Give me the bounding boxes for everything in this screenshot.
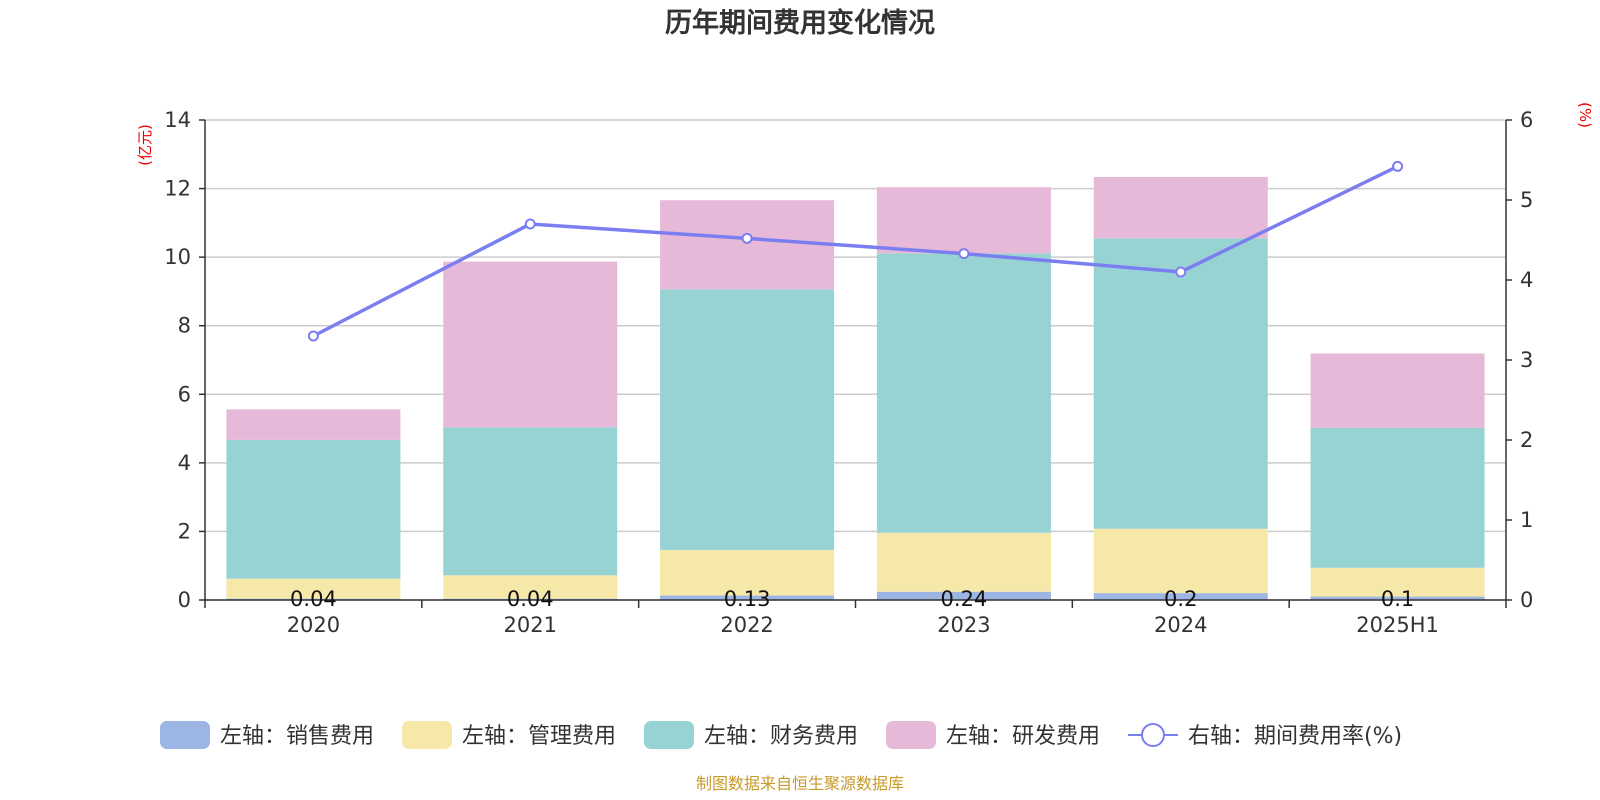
legend-label: 右轴：期间费用率(%)	[1188, 724, 1402, 749]
series-point	[741, 232, 753, 244]
bar-segment	[1093, 528, 1268, 594]
legend-swatch	[644, 721, 694, 749]
data-label: 0.2	[1164, 587, 1197, 611]
x-axis-tick-label: 2024	[1154, 613, 1207, 637]
data-label: 0.04	[290, 587, 337, 611]
line-layer	[307, 160, 1404, 342]
right-axis-tick-label: 6	[1520, 108, 1533, 132]
left-axis-unit: (亿元)	[136, 124, 154, 166]
left-axis-tick-label: 12	[164, 177, 191, 201]
bar-segment	[660, 200, 835, 290]
x-axis-tick-label: 2020	[287, 613, 340, 637]
left-axis-tick-label: 14	[164, 108, 191, 132]
data-label: 0.13	[724, 587, 771, 611]
data-label: 0.24	[941, 587, 988, 611]
x-axis-tick-label: 2023	[937, 613, 990, 637]
bar-segment	[660, 289, 835, 550]
left-axis-tick-label: 6	[178, 382, 191, 406]
legend-label: 左轴：管理费用	[462, 724, 616, 749]
bar-segment	[1310, 567, 1485, 597]
legend-label: 左轴：财务费用	[704, 724, 858, 749]
bar-segment	[660, 549, 835, 596]
legend-swatch	[402, 721, 452, 749]
bar-layer	[226, 176, 1485, 600]
left-axis-tick-label: 4	[178, 451, 191, 475]
bar-segment	[443, 575, 618, 599]
series-point	[307, 330, 319, 342]
bar-segment	[876, 253, 1051, 533]
x-axis-tick-label: 2022	[720, 613, 773, 637]
series-point	[1392, 160, 1404, 172]
legend-swatch	[160, 721, 210, 749]
right-axis-tick-label: 2	[1520, 428, 1533, 452]
series-point	[958, 248, 970, 260]
bar-segment	[876, 591, 1051, 600]
bar-segment	[1093, 238, 1268, 529]
bar-segment	[660, 595, 835, 600]
legend-label: 左轴：销售费用	[220, 724, 374, 749]
right-axis-tick-label: 1	[1520, 508, 1533, 532]
bar-segment	[226, 439, 401, 579]
bar-segment	[876, 532, 1051, 592]
bar-segment	[876, 187, 1051, 254]
series-line	[312, 164, 1399, 338]
bar-segment	[443, 261, 618, 428]
data-label: 0.1	[1381, 587, 1414, 611]
chart-title: 历年期间费用变化情况	[665, 7, 935, 39]
data-labels: 0.04 0.04 0.13 0.24 0.2 0.1	[290, 587, 1414, 611]
grid	[205, 119, 1506, 601]
bar-segment	[226, 578, 401, 599]
right-axis-tick-label: 4	[1520, 268, 1533, 292]
right-axis-unit: (%)	[1576, 102, 1594, 128]
bar-segment	[1093, 593, 1268, 600]
left-axis-tick-label: 8	[178, 314, 191, 338]
left-axis-tick-label: 10	[164, 245, 191, 269]
right-axis-tick-label: 5	[1520, 188, 1533, 212]
series-point	[524, 218, 536, 230]
bar-segment	[443, 427, 618, 576]
legend-label: 左轴：研发费用	[946, 724, 1100, 749]
legend-swatch	[886, 721, 936, 749]
bar-segment	[226, 409, 401, 440]
x-axis-tick-label: 2021	[504, 613, 557, 637]
x-axis-tick-label: 2025H1	[1356, 613, 1439, 637]
right-axis-tick-label: 0	[1520, 588, 1533, 612]
series-point	[1175, 266, 1187, 278]
bar-segment	[1310, 353, 1485, 428]
source-note: 制图数据来自恒生聚源数据库	[696, 774, 904, 793]
legend: 左轴：销售费用 左轴：管理费用 左轴：财务费用 左轴：研发费用 右轴：期间费用率(%)	[160, 721, 1402, 749]
legend-marker	[1141, 723, 1165, 747]
left-axis-tick-label: 2	[178, 519, 191, 543]
bar-segment	[1310, 596, 1485, 600]
left-axis-tick-label: 0	[178, 588, 191, 612]
bar-segment	[1093, 176, 1268, 239]
data-label: 0.04	[507, 587, 554, 611]
right-axis-tick-label: 3	[1520, 348, 1533, 372]
bar-segment	[1310, 427, 1485, 568]
